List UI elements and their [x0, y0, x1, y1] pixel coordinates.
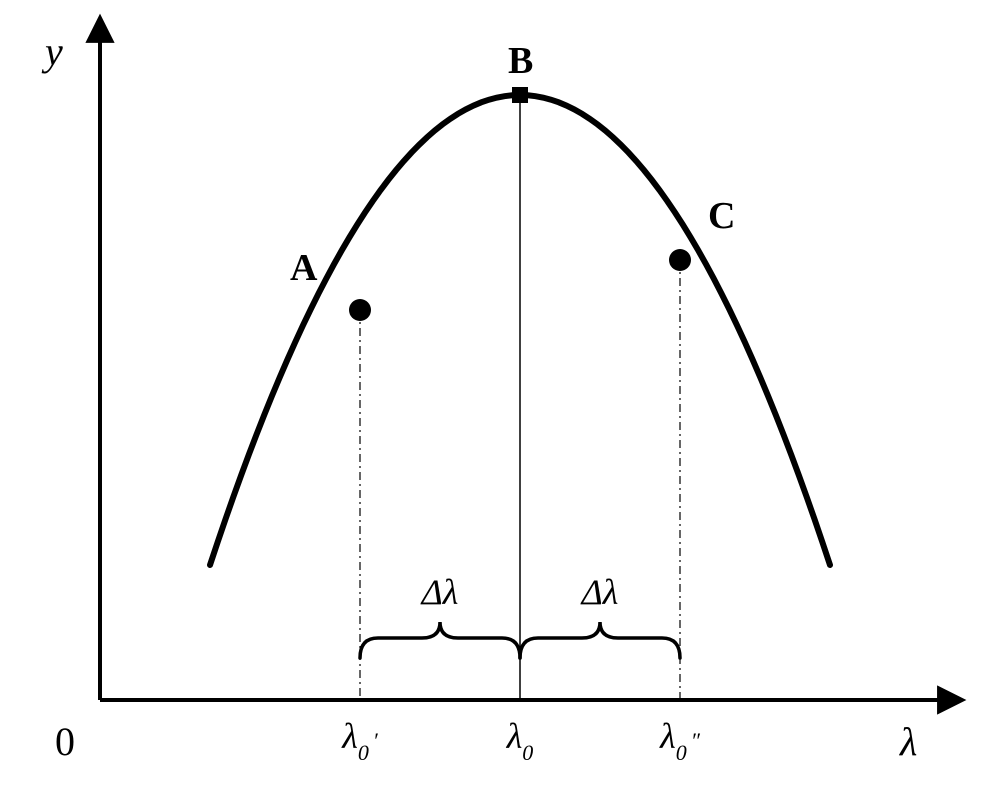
brace-right-label: Δλ — [580, 572, 619, 612]
point-c-label: C — [708, 195, 735, 237]
point-b — [512, 87, 528, 103]
point-c — [669, 249, 691, 271]
point-a-label: A — [290, 247, 318, 289]
xtick-lambda-double-prime: λ0″ — [659, 716, 701, 765]
point-a — [349, 299, 371, 321]
xtick-lambda-prime: λ0′ — [341, 716, 379, 765]
origin-label: 0 — [55, 719, 75, 764]
point-b-label: B — [508, 40, 533, 82]
brace-right — [520, 622, 680, 658]
x-axis-label: λ — [899, 719, 917, 764]
y-axis-label: y — [41, 29, 63, 74]
xtick-lambda-0: λ0 — [506, 716, 534, 765]
brace-left — [360, 622, 520, 658]
brace-left-label: Δλ — [420, 572, 459, 612]
